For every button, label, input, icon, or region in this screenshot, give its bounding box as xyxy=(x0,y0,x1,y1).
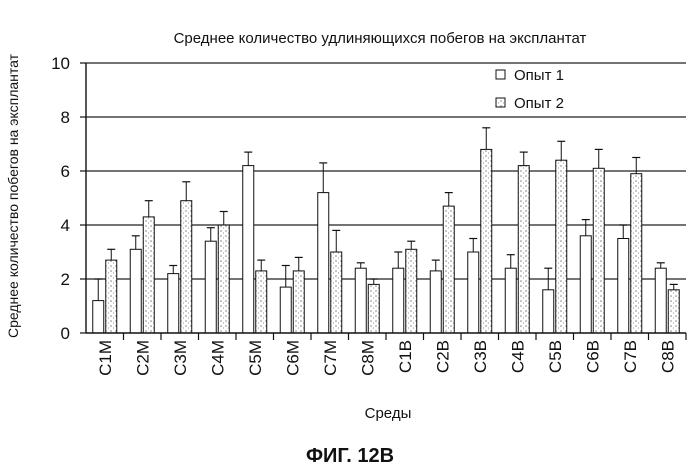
bar-2-C6B xyxy=(593,168,604,333)
bar-1-C2M xyxy=(130,249,141,333)
bar-2-C2M xyxy=(143,217,154,333)
bar-2-C4B xyxy=(518,166,529,333)
legend-swatch-series-2 xyxy=(496,98,505,107)
bar-1-C8B xyxy=(655,268,666,333)
bar-2-C3B xyxy=(481,149,492,333)
bar-2-C6M xyxy=(293,271,304,333)
x-tick-label-C8B: C8B xyxy=(658,340,677,373)
x-tick-label-C5B: C5B xyxy=(546,340,565,373)
x-tick-label-C3B: C3B xyxy=(471,340,490,373)
bar-2-C5B xyxy=(556,160,567,333)
figure-caption: ФИГ. 12B xyxy=(306,445,394,467)
bar-1-C2B xyxy=(430,271,441,333)
bar-2-C7B xyxy=(631,174,642,333)
y-tick-label: 6 xyxy=(61,162,70,181)
x-tick-label-C6M: C6M xyxy=(283,340,302,376)
bar-2-C8B xyxy=(668,290,679,333)
bar-1-C6B xyxy=(580,236,591,333)
bar-2-C3M xyxy=(181,201,192,333)
y-axis-label: Среднее количество побегов на эксплантат xyxy=(5,53,21,338)
bar-2-C1B xyxy=(406,249,417,333)
bar-1-C7M xyxy=(318,193,329,333)
bar-1-C4M xyxy=(205,241,216,333)
bar-2-C1M xyxy=(106,260,117,333)
x-tick-label-C1B: C1B xyxy=(396,340,415,373)
bar-2-C4M xyxy=(218,225,229,333)
x-tick-label-C4M: C4M xyxy=(208,340,227,376)
x-tick-label-C7B: C7B xyxy=(621,340,640,373)
chart-title: Среднее количество удлиняющихся побегов … xyxy=(174,30,587,47)
bar-2-C7M xyxy=(331,252,342,333)
x-tick-label-C5M: C5M xyxy=(246,340,265,376)
bar-1-C5M xyxy=(243,166,254,333)
bar-2-C2B xyxy=(443,206,454,333)
x-tick-label-C1M: C1M xyxy=(96,340,115,376)
y-tick-label: 2 xyxy=(61,270,70,289)
y-tick-label: 10 xyxy=(51,54,70,73)
y-tick-label: 8 xyxy=(61,108,70,127)
bar-1-C1M xyxy=(93,301,104,333)
x-tick-label-C6B: C6B xyxy=(583,340,602,373)
bar-1-C5B xyxy=(543,290,554,333)
legend-label-series-2: Опыт 2 xyxy=(514,95,564,112)
bar-2-C5M xyxy=(256,271,267,333)
y-tick-label: 0 xyxy=(61,324,70,343)
legend-swatch-series-1 xyxy=(496,70,505,79)
x-tick-label-C8M: C8M xyxy=(358,340,377,376)
bar-1-C1B xyxy=(393,268,404,333)
bar-1-C3B xyxy=(468,252,479,333)
legend-label-series-1: Опыт 1 xyxy=(514,67,564,84)
x-tick-label-C7M: C7M xyxy=(321,340,340,376)
y-tick-labels: 0 2 4 6 8 10 xyxy=(51,54,70,343)
bar-1-C7B xyxy=(618,239,629,334)
bar-1-C3M xyxy=(168,274,179,333)
bar-1-C8M xyxy=(355,268,366,333)
bar-1-C6M xyxy=(280,287,291,333)
bars xyxy=(93,149,680,333)
legend: Опыт 1 Опыт 2 xyxy=(496,67,564,112)
x-tick-label-C2M: C2M xyxy=(133,340,152,376)
x-tick-label-C4B: C4B xyxy=(508,340,527,373)
y-tick-label: 4 xyxy=(61,216,70,235)
bar-2-C8M xyxy=(368,284,379,333)
x-axis-label: Среды xyxy=(365,405,412,422)
x-tick-label-C3M: C3M xyxy=(171,340,190,376)
x-tick-labels: C1M C2M C3M C4M C5M C6M C7M C8M C1B C2B C3B C4B C5B C… xyxy=(96,340,678,376)
bar-1-C4B xyxy=(505,268,516,333)
x-tick-label-C2B: C2B xyxy=(433,340,452,373)
